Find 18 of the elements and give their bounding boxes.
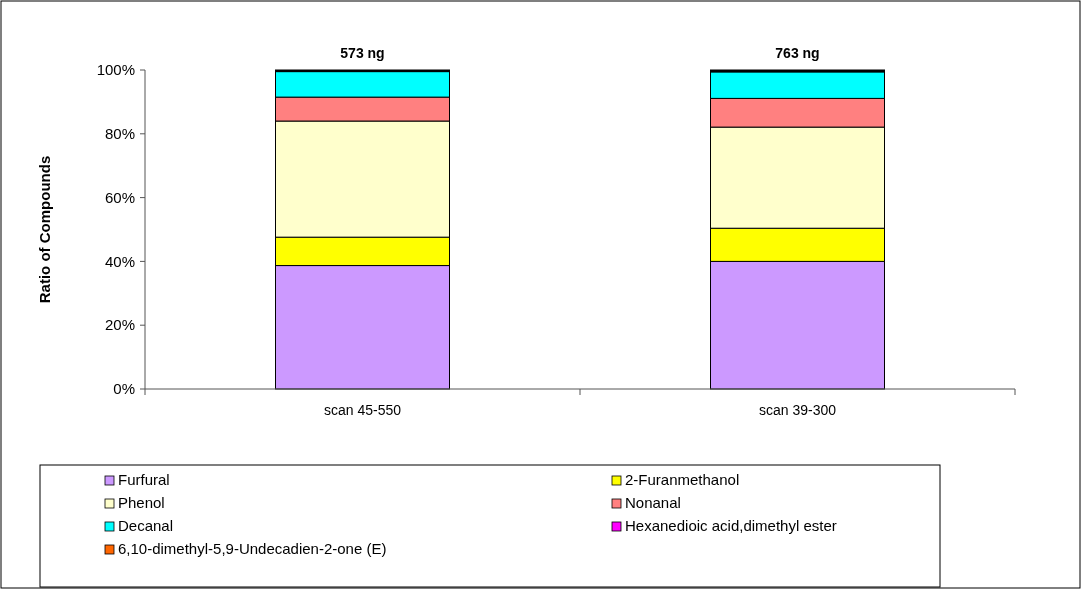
x-tick-label: scan 45-550 — [323, 402, 402, 418]
y-axis-title: Ratio of Compounds — [36, 155, 53, 304]
legend-label: Phenol — [118, 494, 165, 511]
legend-label: Hexanedioic acid,dimethyl ester — [625, 517, 837, 534]
y-tick-label: 40% — [104, 252, 135, 270]
y-tick-label: 20% — [104, 316, 135, 334]
legend-label: Furfural — [118, 471, 170, 488]
y-tick-label: 80% — [104, 125, 135, 143]
legend-label: 6,10-dimethyl-5,9-Undecadien-2-one (E) — [118, 540, 387, 557]
y-tick-label: 100% — [96, 61, 135, 79]
y-tick-label: 60% — [104, 188, 135, 206]
x-tick-label: scan 39-300 — [758, 402, 837, 418]
legend-label: Decanal — [118, 517, 174, 534]
annotation: 763 ng — [775, 45, 820, 61]
legend-label: 2-Furanmethanol — [625, 471, 740, 488]
y-tick-label: 0% — [113, 380, 135, 398]
legend-label: Nonanal — [625, 494, 681, 511]
annotation: 573 ng — [340, 45, 385, 61]
